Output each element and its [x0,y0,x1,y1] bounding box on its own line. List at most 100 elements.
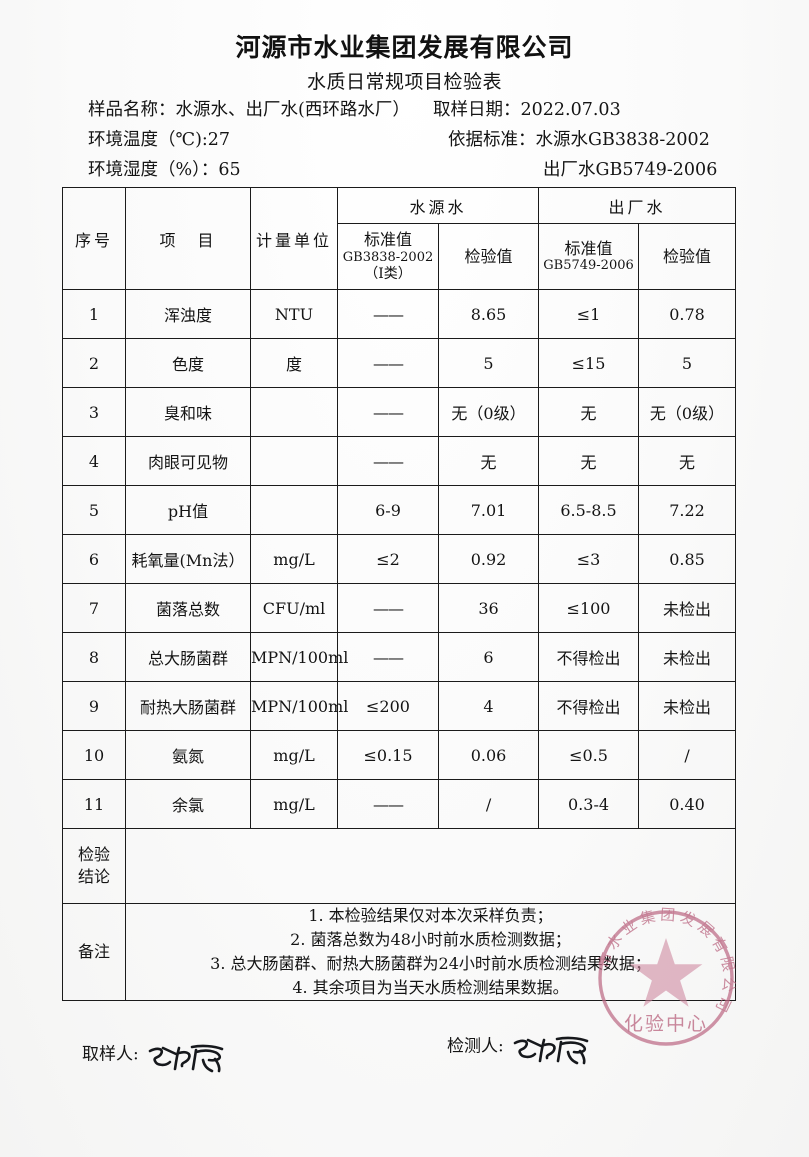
cell-index: 5 [62,485,126,535]
svg-text:化验中心: 化验中心 [624,1013,708,1035]
cell-plant-standard: 6.5-8.5 [538,485,640,535]
cell-unit [250,436,338,486]
basis-standard-label: 依据标准：水源水GB3838-2002 [448,130,710,150]
notes-row: 备注 1. 本检验结果仅对本次采样负责； 2. 菌落总数为48小时前水质检测数据… [62,903,737,1001]
conclusion-label-line2: 结论 [77,867,110,886]
cell-item: pH值 [125,485,251,535]
table-row: 8 总大肠菌群 MPN/100ml —— 6 不得检出 未检出 [62,632,737,682]
cell-index: 7 [62,583,126,633]
cell-source-measured: 6 [437,632,540,682]
cell-index: 3 [62,387,126,437]
cell-item: 菌落总数 [125,583,251,633]
cell-source-standard: —— [337,387,439,437]
cell-index: 2 [62,338,126,388]
notes-label: 备注 [62,903,126,1001]
table-row: 6 耗氧量(Mn法） mg/L ≤2 0.92 ≤3 0.85 [62,534,737,584]
cell-plant-measured: 未检出 [638,681,737,731]
cell-item: 浑浊度 [125,289,251,339]
cell-plant-measured: 7.22 [638,485,737,535]
table-row: 2 色度 度 —— 5 ≤15 5 [62,338,737,388]
cell-plant-standard: ≤100 [538,583,640,633]
cell-item: 氨氮 [125,730,251,780]
conclusion-value [124,828,737,904]
cell-unit: CFU/ml [250,583,338,633]
cell-index: 1 [62,289,126,339]
cell-source-standard: —— [337,338,439,388]
cell-plant-measured: 5 [638,338,737,388]
header-plant-standard: 标准值 GB5749-2006 [538,223,640,290]
table-row: 3 臭和味 —— 无（0级） 无 无（0级） [62,387,737,437]
meta-row-temperature: 环境温度（℃):27 依据标准：水源水GB3838-2002 [88,126,748,151]
cell-index: 4 [62,436,126,486]
cell-plant-standard: 不得检出 [538,681,640,731]
cell-item: 耗氧量(Mn法） [125,534,251,584]
cell-source-measured: 无 [437,436,540,486]
note-line: 3. 总大肠菌群、耐热大肠菌群为24小时前水质检测结果数据； [210,954,651,973]
cell-plant-standard: 无 [538,387,640,437]
header-source-standard: 标准值 GB3838-2002 （Ⅰ类） [337,223,439,290]
cell-unit: MPN/100ml [250,632,348,682]
cell-plant-measured: 0.78 [638,289,737,339]
header-source-standard-class: （Ⅰ类） [364,265,412,282]
cell-item: 余氯 [125,779,251,829]
table-row: 1 浑浊度 NTU —— 8.65 ≤1 0.78 [62,289,737,339]
cell-source-standard: —— [337,632,439,682]
cell-unit [250,387,338,437]
cell-plant-standard: 0.3-4 [538,779,640,829]
meta-row-sample: 样品名称：水源水、出厂水(西环路水厂） 取样日期：2022.07.03 [88,96,748,121]
cell-item: 肉眼可见物 [125,436,251,486]
cell-unit: mg/L [250,779,338,829]
note-line: 2. 菌落总数为48小时前水质检测数据； [290,930,571,949]
cell-index: 10 [62,730,126,780]
table-row: 7 菌落总数 CFU/ml —— 36 ≤100 未检出 [62,583,737,633]
cell-plant-measured: / [638,730,737,780]
tester-signature-ink [511,1034,603,1068]
notes-body: 1. 本检验结果仅对本次采样负责； 2. 菌落总数为48小时前水质检测数据； 3… [124,903,737,1001]
table-row: 9 耐热大肠菌群 MPN/100ml ≤200 4 不得检出 未检出 [62,681,737,731]
cell-source-measured: 4 [437,681,540,731]
cell-plant-measured: 无（0级） [638,387,737,437]
cell-source-standard: —— [337,583,439,633]
company-title: 河源市水业集团发展有限公司 [235,33,574,62]
header-group-source-water: 水源水 [336,187,540,224]
header-group-plant-water: 出厂水 [538,187,737,224]
cell-plant-measured: 无 [638,436,737,486]
header-unit: 计量单位 [250,187,338,290]
cell-unit: mg/L [250,730,338,780]
cell-unit: NTU [250,289,338,339]
basis-standard-label-2: 出厂水GB5749-2006 [543,160,718,180]
tester-label: 检测人: [447,1036,504,1057]
cell-plant-standard: ≤0.5 [538,730,640,780]
cell-plant-measured: 未检出 [638,632,737,682]
cell-unit: 度 [250,338,338,388]
cell-index: 11 [62,779,126,829]
cell-plant-measured: 0.40 [638,779,737,829]
cell-plant-standard: 不得检出 [538,632,640,682]
cell-source-measured: 8.65 [437,289,540,339]
water-quality-table: 序号 项 目 计量单位 水源水 出厂水 标准值 GB3838-2002 （Ⅰ类）… [62,187,737,1001]
header-source-measured: 检验值 [437,223,540,290]
cell-source-measured: 36 [437,583,540,633]
conclusion-row: 检验 结论 [62,828,737,904]
cell-plant-measured: 0.85 [638,534,737,584]
form-title: 水质日常规项目检验表 [306,71,502,93]
table-row: 4 肉眼可见物 —— 无 无 无 [62,436,737,486]
cell-unit: MPN/100ml [250,681,348,731]
conclusion-label: 检验 结论 [62,828,126,904]
header-index: 序号 [62,187,126,290]
sampler-signature-block: 取样人: [82,1038,236,1073]
cell-item: 色度 [125,338,251,388]
conclusion-label-line1: 检验 [77,845,110,865]
header-source-standard-title: 标准值 [363,230,412,250]
ambient-humidity-label: 环境湿度（%）：65 [88,160,241,180]
cell-source-standard: —— [337,436,439,486]
cell-unit: mg/L [250,534,338,584]
cell-source-standard: —— [337,779,439,829]
cell-source-measured: / [437,779,540,829]
cell-source-measured: 5 [437,338,540,388]
cell-source-standard: ≤0.15 [337,730,439,780]
table-sub-header-row: 标准值 GB3838-2002 （Ⅰ类） 检验值 标准值 GB5749-2006… [63,223,737,290]
sampler-label: 取样人: [82,1044,139,1065]
cell-index: 9 [62,681,126,731]
